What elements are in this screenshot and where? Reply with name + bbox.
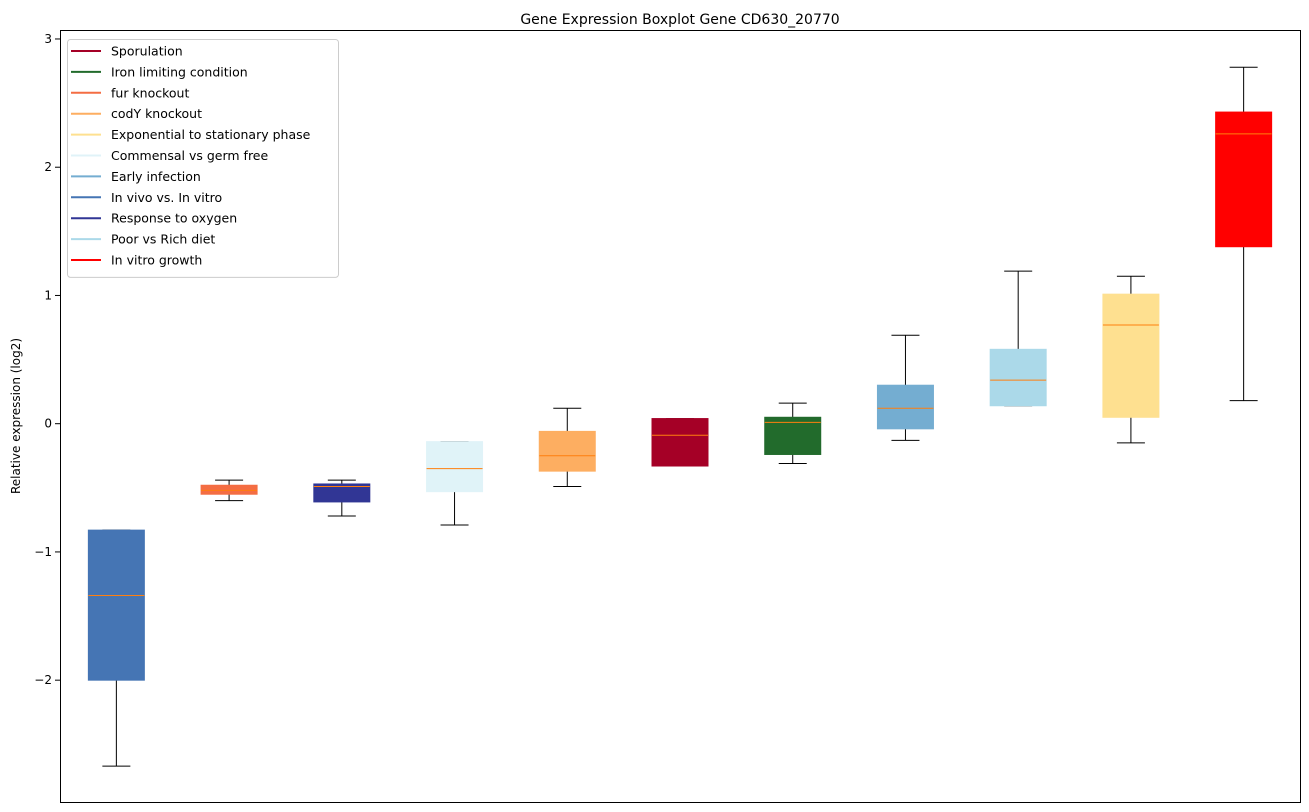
legend-item: In vitro growth: [71, 253, 202, 268]
legend-item: codY knockout: [71, 106, 202, 121]
chart-title: Gene Expression Boxplot Gene CD630_20770: [520, 12, 839, 28]
box-iron-limiting-condition: [764, 402, 822, 464]
legend-item: In vivo vs. In vitro: [71, 190, 222, 205]
legend-label: Response to oxygen: [111, 211, 237, 226]
y-tick-label: −2: [34, 673, 52, 687]
box-exponential-to-stationary-phase: [1102, 275, 1160, 444]
y-tick-label: 1: [44, 288, 52, 302]
legend-label: Sporulation: [111, 44, 183, 59]
box-iqr: [876, 384, 934, 430]
legend-label: Iron limiting condition: [111, 64, 248, 79]
legend-label: codY knockout: [111, 106, 202, 121]
box-in-vitro-growth: [1215, 66, 1273, 402]
legend-label: Exponential to stationary phase: [111, 127, 311, 142]
box-in-vivo-vs-in-vitro: [87, 529, 145, 767]
legend-item: fur knockout: [71, 85, 189, 100]
box-iqr: [538, 430, 596, 472]
box-response-to-oxygen: [313, 479, 371, 517]
legend-label: fur knockout: [111, 85, 189, 100]
legend-label: In vivo vs. In vitro: [111, 190, 222, 205]
box-iqr: [651, 418, 709, 467]
legend-frame: [67, 39, 339, 278]
y-axis-label: Relative expression (log2): [9, 338, 23, 494]
box-sporulation: [651, 418, 709, 467]
legend-item: Response to oxygen: [71, 211, 237, 226]
legend-item: Exponential to stationary phase: [71, 127, 311, 142]
box-iqr: [313, 483, 371, 503]
box-early-infection: [876, 334, 934, 441]
legend-label: Early infection: [111, 169, 201, 184]
box-fur-knockout: [200, 479, 258, 502]
plot-frame: [60, 30, 1301, 803]
legend-item: Commensal vs germ free: [71, 148, 268, 163]
box-iqr: [1102, 293, 1160, 418]
legend-label: In vitro growth: [111, 253, 202, 268]
y-tick-label: −1: [34, 545, 52, 559]
legend-label: Commensal vs germ free: [111, 148, 268, 163]
box-cody-knockout: [538, 407, 596, 488]
y-tick-label: 0: [44, 417, 52, 431]
box-iqr: [426, 441, 484, 493]
y-tick-label: 2: [44, 160, 52, 174]
box-iqr: [200, 484, 258, 495]
legend: Sporulation Iron limiting condition fur kn…: [67, 39, 339, 278]
box-iqr: [87, 529, 145, 681]
box-iqr: [764, 416, 822, 455]
box-iqr: [989, 348, 1047, 407]
box-poor-vs-rich-diet: [989, 270, 1047, 407]
y-tick-label: 3: [44, 32, 52, 46]
box-iqr: [1215, 111, 1273, 248]
legend-item: Early infection: [71, 169, 201, 184]
legend-item: Sporulation: [71, 44, 183, 59]
legend-item: Poor vs Rich diet: [71, 232, 215, 247]
legend-item: Iron limiting condition: [71, 64, 248, 79]
box-commensal-vs-germ-free: [426, 441, 484, 526]
legend-label: Poor vs Rich diet: [111, 232, 215, 247]
